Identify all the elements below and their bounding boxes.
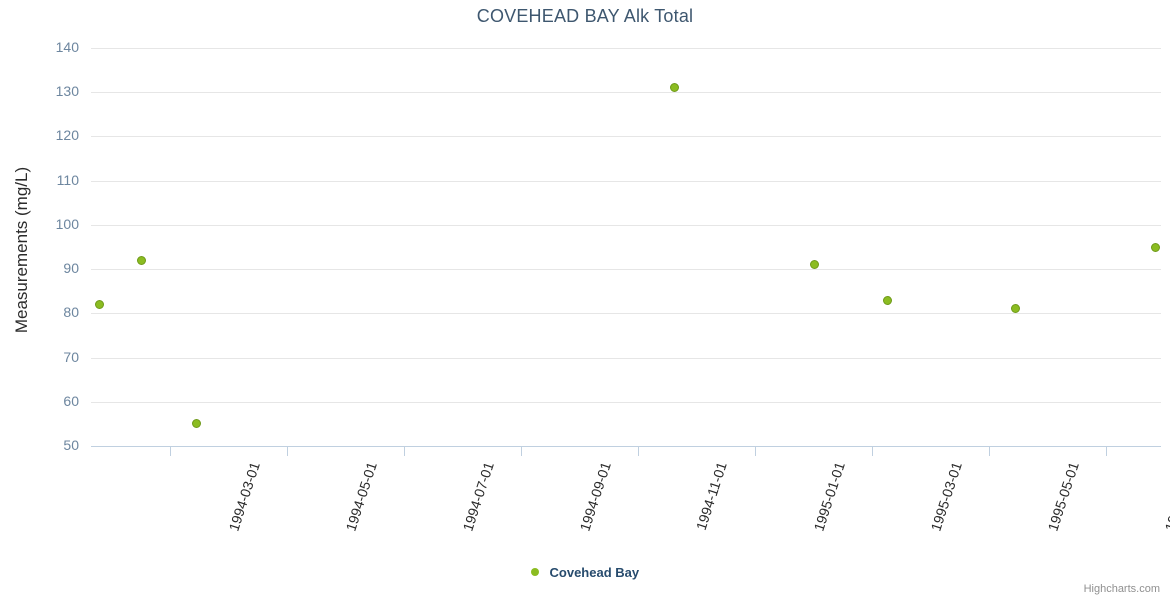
x-tick-label: 1995-05-01	[1044, 460, 1082, 534]
x-tick-label: 1994-07-01	[459, 460, 497, 534]
y-tick-label: 110	[56, 171, 79, 188]
data-point[interactable]	[809, 260, 819, 270]
gridline	[91, 92, 1161, 94]
data-point[interactable]	[1011, 304, 1021, 314]
gridline	[91, 269, 1161, 271]
gridline	[91, 224, 1161, 226]
chart-title: COVEHEAD BAY Alk Total	[476, 6, 694, 26]
data-point[interactable]	[882, 295, 892, 305]
x-tick-mark	[287, 447, 288, 456]
y-tick-label: 90	[63, 260, 79, 277]
x-tick-mark	[1106, 447, 1107, 456]
plot-area	[91, 48, 1161, 446]
chart-legend: Covehead Bay	[0, 563, 1170, 580]
gridline	[91, 48, 1161, 49]
x-tick-label: 1995-01-01	[810, 460, 848, 534]
highcharts-credits[interactable]: Highcharts.com	[1083, 583, 1160, 595]
x-tick-label: 1994-03-01	[225, 460, 263, 534]
data-point[interactable]	[192, 419, 202, 429]
data-point[interactable]	[94, 299, 104, 309]
x-tick-label: 1994-11-01	[692, 460, 730, 533]
data-point[interactable]	[1151, 242, 1161, 252]
data-point[interactable]	[669, 83, 679, 93]
x-tick-label: 1995-03-01	[927, 460, 965, 534]
x-tick-label: 1994-09-01	[576, 460, 614, 534]
gridline	[91, 136, 1161, 138]
x-tick-mark	[521, 447, 522, 456]
gridline	[91, 401, 1161, 403]
x-tick-mark	[989, 447, 990, 456]
x-axis-line	[91, 446, 1161, 447]
x-tick-mark	[872, 447, 873, 456]
y-tick-label: 100	[55, 215, 79, 232]
x-tick-label: 1995-07-01	[1161, 460, 1170, 534]
x-tick-mark	[404, 447, 405, 456]
y-tick-label: 140	[55, 39, 79, 55]
y-tick-label: 50	[63, 437, 79, 453]
y-tick-label: 120	[55, 127, 79, 144]
y-tick-label: 60	[63, 392, 79, 409]
x-tick-mark	[170, 447, 171, 456]
gridline	[91, 180, 1161, 182]
x-tick-mark	[638, 447, 639, 456]
y-tick-label: 80	[63, 304, 79, 321]
y-tick-label: 130	[55, 83, 79, 100]
gridline	[91, 357, 1161, 359]
y-tick-label: 70	[63, 348, 79, 365]
legend-item-covehead-bay[interactable]: Covehead Bay	[530, 564, 640, 580]
legend-marker-icon	[530, 568, 539, 577]
x-tick-label: 1994-05-01	[342, 460, 380, 534]
data-point[interactable]	[136, 255, 146, 265]
gridline	[91, 313, 1161, 315]
legend-item-label: Covehead Bay	[549, 564, 640, 580]
x-tick-mark	[755, 447, 756, 456]
